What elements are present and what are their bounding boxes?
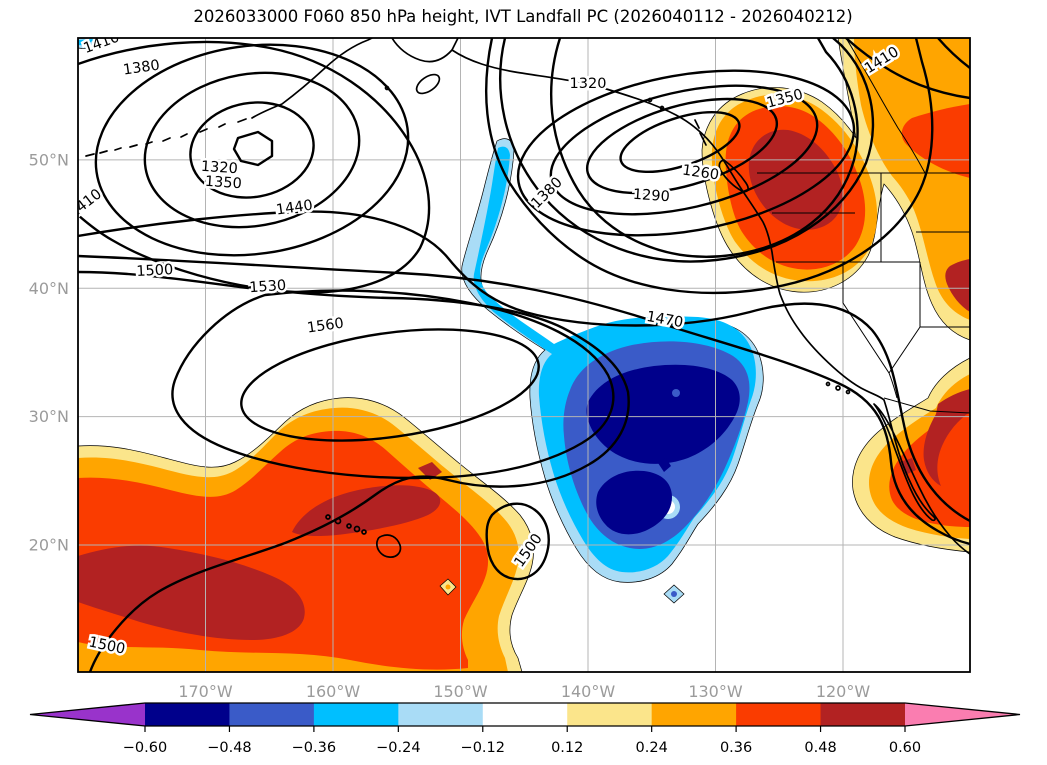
contour-1500-cell [485,502,550,581]
colorbar-segment [145,703,230,726]
lat-tick-label: 50°N [29,150,69,169]
contour-label-1500: 1500 [136,262,174,280]
kodiak-island [415,73,441,95]
colorbar-tick-label: 0.48 [804,740,836,756]
coastlines [85,38,970,558]
figure-title: 2026033000 F060 850 hPa height, IVT Land… [193,7,852,26]
contour-1500 [78,270,630,672]
aleutian-islands [85,118,247,157]
lon-tick-label: 140°W [561,682,616,701]
contour-label-1290: 1290 [632,187,670,206]
colorbar-tick-label: −0.48 [207,740,251,756]
vancouver-island [718,159,749,193]
california-nevada-border [842,262,898,399]
colorbar-tick-label: −0.36 [292,740,336,756]
contour-label-1410: 1410 [66,186,105,221]
lon-tick-label: 150°W [433,682,488,701]
lat-tick-label: 20°N [29,535,69,554]
colorbar-tick-label: 0.36 [720,740,752,756]
political-borders [757,38,970,414]
contour-label-1560: 1560 [306,316,345,337]
height-contours [78,38,970,672]
colorbar-tick-label: −0.24 [376,740,420,756]
lon-tick-label: 130°W [688,682,743,701]
alaska-peninsula [251,38,373,119]
contour-label-1380: 1380 [528,174,565,211]
colorbar-segment [313,703,399,726]
colorbar-tick-label: 0.24 [636,740,668,756]
colorbar-tick-label: −0.60 [123,740,167,756]
colorbar-segment [229,703,315,726]
contour-1530-loop [171,289,615,480]
lat-tick-label: 30°N [29,407,69,426]
contour-label-1440: 1440 [275,198,314,219]
colorbar-over-arrow [905,703,1020,726]
contour-1560-oval [240,328,540,442]
lon-tick-label: 120°W [816,682,871,701]
map-frame [77,37,971,673]
contour-1440 [78,210,970,523]
lon-tick-label: 160°W [306,682,361,701]
contour-label-1530: 1530 [249,278,287,297]
colorbar-segment [567,703,653,726]
contour-1470 [78,254,970,546]
gulf-of-alaska-to-baja-coast [451,49,970,555]
alaska-mainland [391,38,459,63]
colorbar: −0.60 −0.48 −0.36 −0.24 −0.12 0.12 0.24 0.36 0.4… [29,702,1021,756]
colorbar-segment [398,703,484,726]
gulf-low-inner [619,110,741,174]
colorbar-tick-label: −0.12 [461,740,505,756]
ivt-positive-shading [78,38,970,672]
colorbar-segment [736,703,822,726]
shade-darkred-vancouver [748,129,843,230]
axis-tick-labels: 50°N 40°N 30°N 20°N 170°W 160°W 150°W 140°W 130°… [29,150,871,701]
shade-navy-core-lower [596,470,672,535]
colorbar-segment [651,703,737,726]
colorbar-tick-label: 0.60 [889,740,921,756]
bc-alberta-border [845,38,926,174]
colorbar-segment [820,703,906,726]
lat-tick-label: 40°N [29,279,69,298]
aleutian-low-inner [232,130,274,167]
lon-tick-label: 170°W [178,682,233,701]
shade-navy-core-upper [586,364,740,464]
ivt-negative-shading [78,38,764,604]
colorbar-under-arrow [30,703,145,726]
hawaiian-islands [325,514,402,558]
contour-label-1320: 1320 [570,76,607,92]
graticule [78,38,970,672]
colorbar-tick-label: 0.12 [551,740,583,756]
colorbar-segment [482,703,568,726]
contour-label-1350: 1350 [204,174,242,193]
contour-label-1320: 1320 [200,159,238,178]
